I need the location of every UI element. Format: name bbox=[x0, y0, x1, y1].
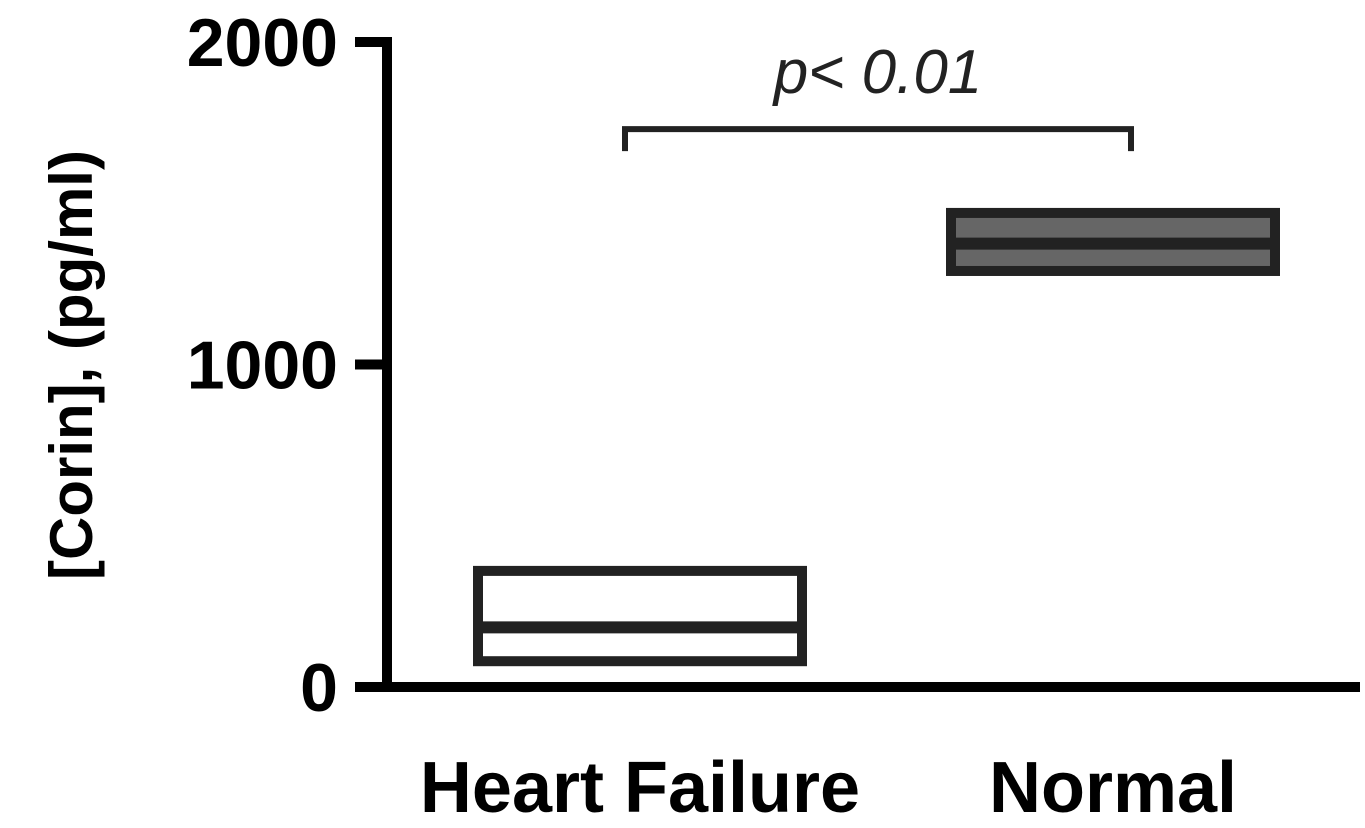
y-tick-label: 2000 bbox=[187, 5, 338, 81]
p-value-label: p< 0.01 bbox=[772, 38, 983, 107]
significance-bracket bbox=[622, 126, 1134, 152]
y-tick-label: 0 bbox=[300, 650, 338, 726]
y-tick-label: 1000 bbox=[187, 328, 338, 404]
y-axis-title: [Corin], (pg/ml) bbox=[38, 150, 105, 580]
box-heart-failure bbox=[473, 565, 807, 667]
significance-annotation: p< 0.01 bbox=[622, 38, 1134, 152]
y-ticks: 0 1000 2000 bbox=[187, 5, 392, 726]
x-tick-label: Heart Failure bbox=[420, 748, 860, 823]
x-tick-label: Normal bbox=[989, 748, 1237, 823]
boxes bbox=[473, 207, 1280, 667]
x-tick-labels: Heart Failure Normal bbox=[420, 748, 1237, 828]
